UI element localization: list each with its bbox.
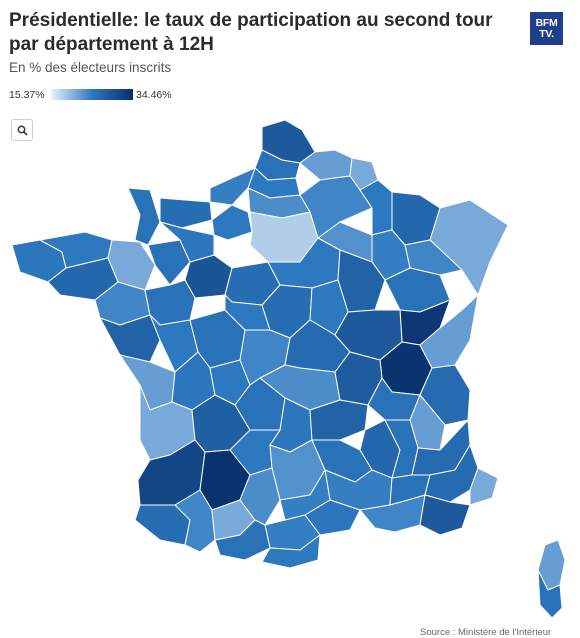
region-ariege[interactable] (214, 519, 271, 561)
region-var[interactable] (419, 494, 471, 536)
region-herault[interactable] (304, 499, 361, 536)
region-vendee[interactable] (99, 314, 161, 363)
region-haute-savoie[interactable] (419, 294, 479, 369)
legend-gradient-bar (51, 89, 133, 100)
region-eure[interactable] (211, 204, 253, 241)
legend-min-label: 15.37% (9, 89, 45, 101)
region-seine-maritime[interactable] (209, 167, 256, 206)
subtitle: En % des électeurs inscrits (9, 60, 172, 75)
region-hautes-pyrenees[interactable] (174, 489, 216, 553)
region-corse-sud[interactable] (537, 569, 563, 619)
search-icon (17, 125, 28, 136)
region-alpes-maritimes[interactable] (469, 467, 499, 506)
region-mayenne[interactable] (147, 239, 191, 286)
region-orne[interactable] (159, 221, 215, 263)
source-note: Source : Ministère de l'Intérieur (420, 627, 552, 638)
legend-max-label: 34.46% (136, 89, 172, 101)
page-title: Présidentielle: le taux de participation… (9, 10, 493, 55)
region-manche[interactable] (127, 187, 161, 246)
region-calvados[interactable] (159, 197, 213, 229)
search-button[interactable] (11, 119, 33, 141)
region-charente-maritime[interactable] (119, 354, 176, 411)
bfmtv-logo: BFM TV. (530, 12, 563, 45)
region-pyrenees-orientales[interactable] (261, 534, 321, 569)
